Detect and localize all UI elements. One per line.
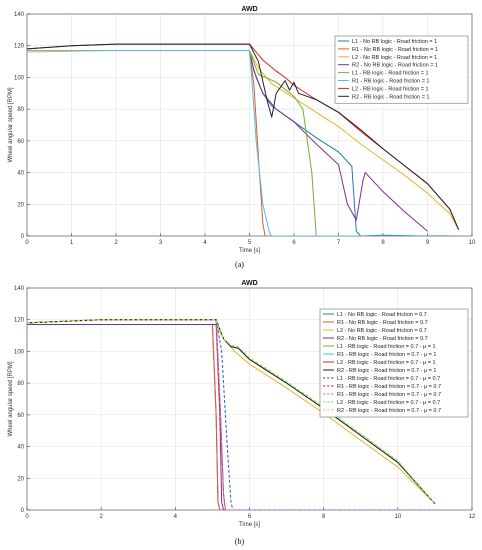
y-tick-label: 20 — [17, 476, 24, 482]
chart-title: AWD — [241, 280, 257, 287]
y-tick-label: 80 — [17, 381, 24, 387]
legend-entry: L2 - No RB logic - Road friction = 1 — [352, 55, 437, 61]
x-axis-label: Time [s] — [239, 522, 260, 528]
x-tick-label: 8 — [322, 514, 326, 520]
y-tick-label: 0 — [21, 234, 25, 240]
legend-entry: R1 - No RB logic - Road friction = 1 — [352, 47, 438, 53]
y-tick-label: 100 — [14, 75, 25, 81]
series-group — [27, 43, 460, 236]
y-tick-label: 80 — [17, 107, 24, 113]
legend-entry: L2 - No RB logic - Road friction = 0.7 — [337, 328, 427, 334]
y-tick-label: 100 — [14, 349, 25, 355]
x-tick-label: 0 — [25, 514, 29, 520]
legend-entry: L2 - RB logic - Road friction = 0.7 - μ … — [337, 400, 440, 406]
legend-entry: R2 - No RB logic - Road friction = 0.7 — [337, 336, 428, 342]
legend-entry: L2 - RB logic - Road friction = 0.7 - μ … — [337, 360, 436, 366]
subfigure-label: (b) — [235, 537, 245, 546]
y-tick-label: 140 — [14, 12, 25, 18]
x-tick-label: 4 — [203, 240, 207, 246]
subfigure-label: (a) — [235, 260, 244, 269]
legend-entry: R1 - RB logic - Road friction = 1 — [352, 79, 430, 85]
series-line — [27, 319, 436, 504]
x-tick-label: 7 — [337, 240, 341, 246]
legend-entry: R2 - No RB logic - Road friction = 1 — [352, 63, 438, 69]
x-tick-label: 0 — [25, 240, 29, 246]
y-tick-label: 40 — [17, 445, 24, 451]
legend: L1 - No RB logic - Road friction = 0.7 R1… — [319, 308, 469, 418]
x-tick-label: 2 — [99, 514, 103, 520]
y-axis-label: Wheel angular speed [RPM] — [8, 87, 14, 162]
x-tick-label: 3 — [159, 240, 163, 246]
y-tick-label: 120 — [14, 44, 25, 50]
legend-entry: L1 - RB logic - Road friction = 0.7 - μ … — [337, 376, 440, 382]
legend-box — [319, 308, 469, 418]
x-tick-label: 6 — [292, 240, 296, 246]
series-line — [27, 319, 436, 504]
y-tick-label: 60 — [17, 139, 24, 145]
series-line — [27, 43, 460, 230]
x-tick-label: 10 — [394, 514, 401, 520]
legend-entry: R2 - RB logic - Road friction = 0.7 - μ … — [337, 408, 441, 414]
y-tick-label: 120 — [14, 318, 25, 324]
x-tick-label: 6 — [248, 514, 252, 520]
legend-entry: L2 - RB logic - Road friction = 1 — [352, 86, 429, 92]
legend-entry: R1 - No RB logic - Road friction = 0.7 — [337, 320, 428, 326]
legend-entry: L1 - No RB logic - Road friction = 0.7 — [337, 312, 427, 318]
y-tick-label: 0 — [21, 508, 25, 514]
y-tick-label: 40 — [17, 171, 24, 177]
legend-entry: L1 - RB logic - Road friction = 1 — [352, 71, 429, 77]
legend-box — [334, 35, 469, 104]
x-tick-label: 8 — [381, 240, 385, 246]
chart-title: AWD — [241, 6, 257, 13]
x-tick-label: 9 — [426, 240, 430, 246]
legend-entry: R1 - RB logic - Road friction = 0.7 - μ … — [337, 392, 441, 398]
series-line — [27, 323, 435, 510]
y-tick-label: 20 — [17, 202, 24, 208]
legend-entry: R1 - RB logic - Road friction = 0.7 - μ … — [337, 384, 441, 390]
y-axis-label: Wheel angular speed [RPM] — [8, 361, 14, 436]
x-tick-label: 5 — [248, 240, 252, 246]
series-group — [27, 319, 436, 510]
legend-entry: L1 - RB logic - Road friction = 0.7 - μ … — [337, 344, 436, 350]
series-line — [27, 49, 428, 236]
x-tick-label: 4 — [174, 514, 178, 520]
legend-entry: L1 - No RB logic - Road friction = 1 — [352, 39, 437, 45]
legend-entry: R1 - RB logic - Road friction = 0.7 - μ … — [337, 352, 436, 358]
legend-entry: R2 - RB logic - Road friction = 0.7 - μ … — [337, 368, 436, 374]
legend-entry: R2 - RB logic - Road friction = 1 — [352, 94, 430, 100]
legend: L1 - No RB logic - Road friction = 1 R1 -… — [334, 35, 469, 104]
x-tick-label: 10 — [469, 240, 476, 246]
x-tick-label: 1 — [70, 240, 74, 246]
x-axis-label: Time [s] — [239, 248, 260, 254]
y-tick-label: 140 — [14, 286, 25, 292]
y-tick-label: 60 — [17, 413, 24, 419]
x-tick-label: 2 — [114, 240, 118, 246]
x-tick-label: 12 — [469, 514, 476, 520]
